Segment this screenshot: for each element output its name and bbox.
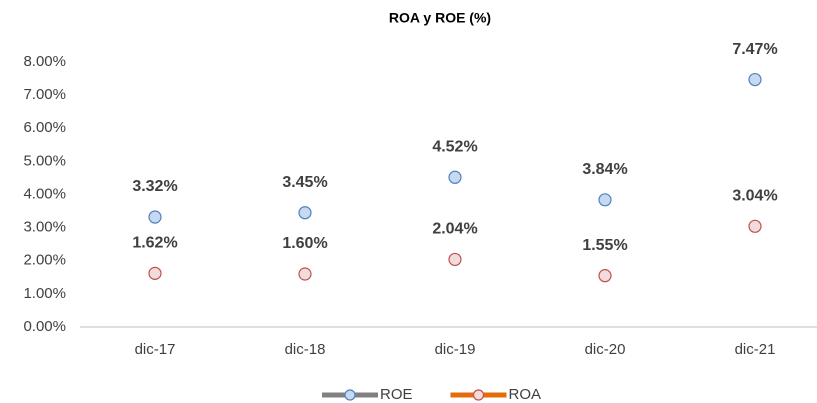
- data-label: 1.60%: [282, 235, 327, 252]
- data-label: 1.62%: [132, 235, 177, 252]
- data-label: 4.52%: [432, 138, 477, 155]
- marker: [298, 267, 312, 281]
- legend-marker: [472, 389, 485, 401]
- marker: [448, 170, 462, 184]
- legend-label: ROE: [380, 386, 413, 403]
- y-tick-label: 5.00%: [23, 152, 66, 169]
- x-tick-label: dic-18: [285, 341, 326, 358]
- y-tick-label: 6.00%: [23, 119, 66, 136]
- x-tick-label: dic-21: [735, 341, 776, 358]
- data-label: 3.04%: [732, 188, 777, 205]
- y-tick-label: 3.00%: [23, 219, 66, 236]
- data-label: 1.55%: [582, 237, 627, 254]
- marker: [598, 193, 612, 207]
- y-tick-label: 0.00%: [23, 318, 66, 335]
- marker: [748, 219, 762, 233]
- legend-marker: [344, 389, 356, 401]
- legend-label: ROA: [509, 386, 542, 403]
- data-label: 7.47%: [732, 41, 777, 58]
- marker: [148, 266, 162, 280]
- marker: [148, 210, 162, 224]
- x-tick-label: dic-20: [585, 341, 626, 358]
- y-tick-label: 1.00%: [23, 285, 66, 302]
- x-tick-label: dic-17: [135, 341, 176, 358]
- data-label: 3.84%: [582, 161, 627, 178]
- data-label: 3.32%: [132, 178, 177, 195]
- y-tick-label: 4.00%: [23, 185, 66, 202]
- marker: [748, 72, 762, 87]
- x-tick-label: dic-19: [435, 341, 476, 358]
- y-tick-label: 7.00%: [23, 86, 66, 103]
- marker: [598, 269, 612, 283]
- data-label: 2.04%: [432, 221, 477, 238]
- y-tick-label: 2.00%: [23, 252, 66, 269]
- marker: [298, 206, 312, 220]
- chart-title: ROA y ROE (%): [389, 10, 491, 26]
- data-label: 3.45%: [282, 174, 327, 191]
- y-tick-label: 8.00%: [23, 53, 66, 70]
- marker: [448, 252, 462, 267]
